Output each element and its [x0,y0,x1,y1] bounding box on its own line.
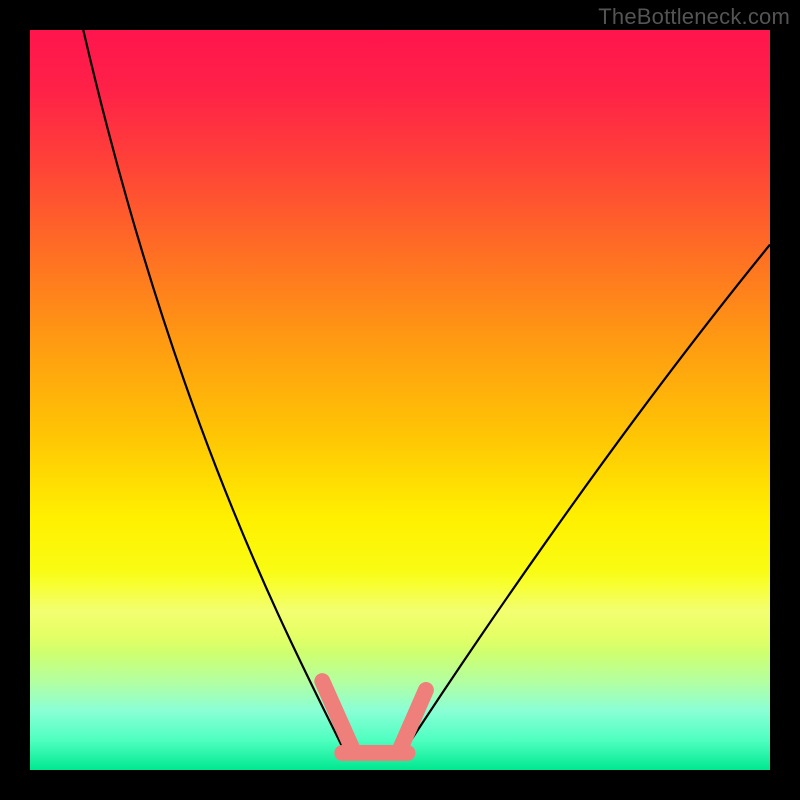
bottleneck-chart [0,0,800,800]
gradient-background [30,30,770,770]
glow-band [30,570,770,651]
watermark-text: TheBottleneck.com [598,4,790,30]
